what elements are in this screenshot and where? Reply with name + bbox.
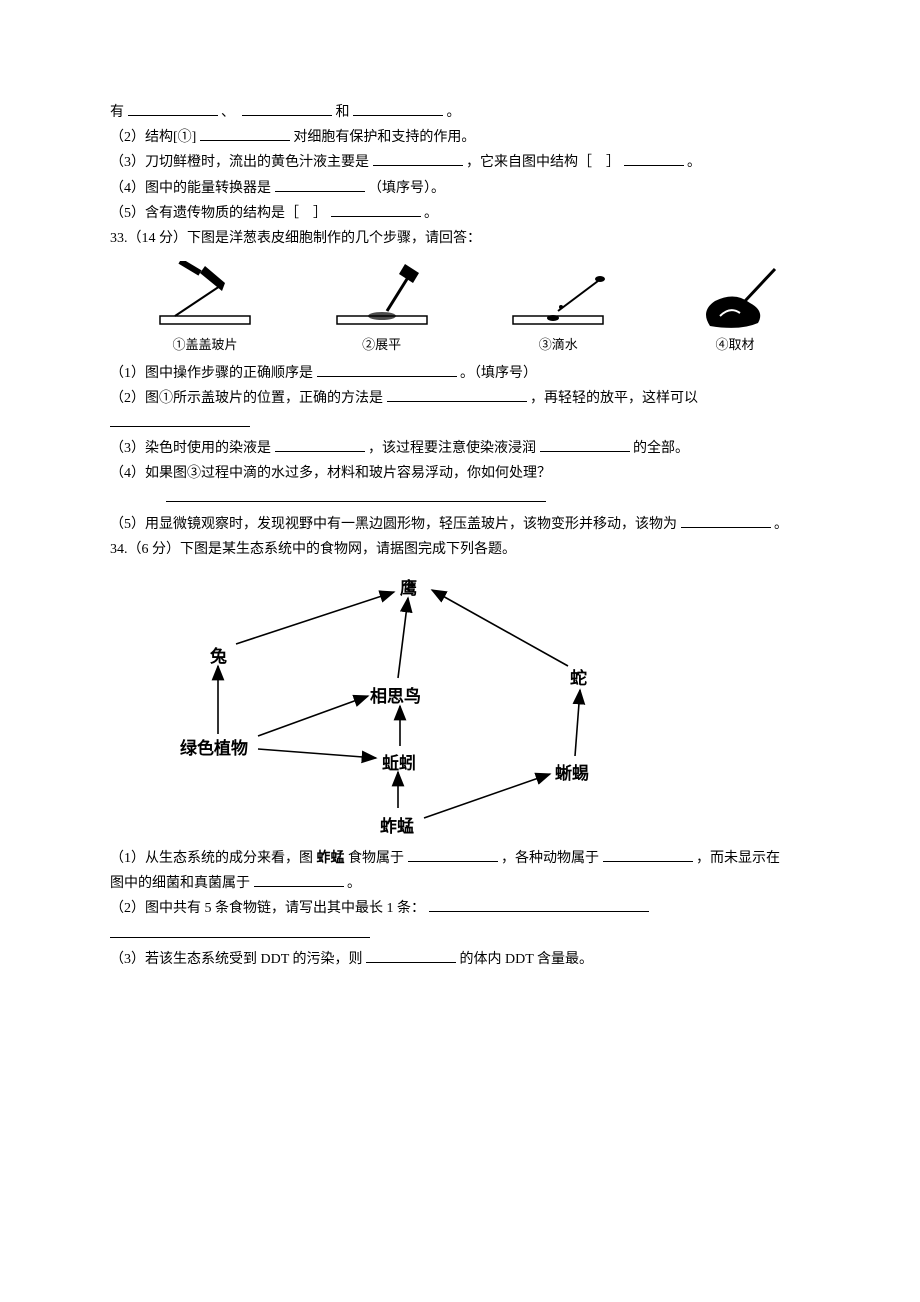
text: ，它来自图中结构［ ］ [466,155,620,170]
blank [540,437,630,452]
text: 。 [347,876,361,891]
q34-l2: （2）图中共有 5 条食物链，请写出其中最长 1 条： [110,896,830,921]
step-label: ①盖盖玻片 [172,333,237,356]
node-eagle: 鹰 [400,574,417,605]
text: 。 [447,105,461,120]
sample-icon [680,261,790,331]
q34-l3: （3）若该生态系统受到 DDT 的污染，则 的体内 DDT 含量最。 [110,947,830,972]
text: ，而未显示在 [696,851,780,866]
q34-l2-blank [110,922,830,947]
text: （2）图中共有 5 条食物链，请写出其中最长 1 条： [110,901,425,916]
q33-l4-blank [166,486,830,511]
drop-water-icon [503,261,613,331]
text: ，该过程要注意使染液浸润 [368,441,536,456]
foodweb-diagram: 鹰 兔 相思鸟 蛇 绿色植物 蚯蚓 蜥蜴 蚱蜢 [150,574,670,834]
step-label: ②展平 [362,333,401,356]
step-2: ②展平 [307,261,457,356]
q32-line1: 有 、 和 。 [110,100,830,125]
q32-line4: （4）图中的能量转换器是 （填序号）。 [110,176,830,201]
q32-line2: （2）结构[①] 对细胞有保护和支持的作用。 [110,125,830,150]
blank [254,872,344,887]
blank [166,487,546,502]
q32-line3: （3）刀切鲜橙时，流出的黄色汁液主要是 ，它来自图中结构［ ］ 。 [110,150,830,175]
node-snake: 蛇 [570,664,587,695]
node-grasshopper: 蚱蜢 [380,812,414,843]
cover-slip-icon [150,261,260,331]
text: （3）刀切鲜橙时，流出的黄色汁液主要是 [110,155,369,170]
text: 。（填序号） [460,366,537,381]
node-plant: 绿色植物 [180,734,248,765]
blank [110,923,370,938]
document-page: 有 、 和 。 （2）结构[①] 对细胞有保护和支持的作用。 （3）刀切鲜橙时，… [0,0,920,1302]
step-1: ①盖盖玻片 [130,261,280,356]
text: 食物属于 [348,851,404,866]
blank [373,151,463,166]
text: 的全部。 [633,441,689,456]
blank [624,151,684,166]
text: 和 [336,105,350,120]
text: （3）染色时使用的染液是 [110,441,271,456]
text: ，各种动物属于 [501,851,599,866]
text: ，再轻轻的放平，这样可以 [530,391,698,406]
text: （2）图①所示盖玻片的位置，正确的方法是 [110,391,383,406]
blank [408,847,498,862]
node-earthworm: 蚯蚓 [382,749,416,780]
blank [331,202,421,217]
blank [681,513,771,528]
node-rabbit: 兔 [210,642,227,673]
blank [200,126,290,141]
text: （5）含有遗传物质的结构是［ ］ [110,206,327,221]
text: （1）从生态系统的成分来看，图 [110,851,313,866]
text: 的体内 DDT 含量最。 [460,952,594,967]
text: （2）结构[①] [110,130,196,145]
q33-l4: （4）如果图③过程中滴的水过多，材料和玻片容易浮动，你如何处理？ [110,461,830,486]
blank [603,847,693,862]
inline-bold: 蚱蜢 [317,851,345,866]
q33-l5: （5）用显微镜观察时，发现视野中有一黑边圆形物，轻压盖玻片，该物变形并移动，该物… [110,512,830,537]
text: 、 [221,105,235,120]
text: 对细胞有保护和支持的作用。 [293,130,475,145]
text: 有 [110,105,124,120]
q33-l3: （3）染色时使用的染液是 ，该过程要注意使染液浸润 的全部。 [110,436,830,461]
q33-head: 33.（14 分）下图是洋葱表皮细胞制作的几个步骤，请回答： [110,226,830,251]
blank [353,101,443,116]
text: 。 [424,206,438,221]
blank [275,437,365,452]
text: （1）图中操作步骤的正确顺序是 [110,366,313,381]
q34-head: 34.（6 分）下图是某生态系统中的食物网，请据图完成下列各题。 [110,537,830,562]
flatten-icon [327,261,437,331]
step-label: ④取材 [715,333,754,356]
q34-l1: （1）从生态系统的成分来看，图 蚱蜢 食物属于 ，各种动物属于 ，而未显示在 [110,846,830,871]
node-xiangsiniao: 相思鸟 [370,682,421,713]
blank [387,387,527,402]
q34-l1d: 图中的细菌和真菌属于 。 [110,871,830,896]
text: （4）图中的能量转换器是 [110,181,271,196]
step-label: ③滴水 [539,333,578,356]
step-4: ④取材 [660,261,810,356]
q32-line5: （5）含有遗传物质的结构是［ ］ 。 [110,201,830,226]
blank [275,177,365,192]
blank [242,101,332,116]
q33-l1: （1）图中操作步骤的正确顺序是 。（填序号） [110,361,830,386]
text: （5）用显微镜观察时，发现视野中有一黑边圆形物，轻压盖玻片，该物变形并移动，该物… [110,517,677,532]
blank [366,948,456,963]
text: 图中的细菌和真菌属于 [110,876,250,891]
blank [110,412,250,427]
blank [317,362,457,377]
step-3: ③滴水 [483,261,633,356]
text: 。 [687,155,701,170]
blank [128,101,218,116]
text: 。 [774,517,788,532]
text: （3）若该生态系统受到 DDT 的污染，则 [110,952,363,967]
q33-steps-row: ①盖盖玻片 ②展平 ③滴水 [130,261,810,356]
text: （填序号）。 [368,181,445,196]
blank [429,897,649,912]
node-lizard: 蜥蜴 [555,759,589,790]
q33-l2: （2）图①所示盖玻片的位置，正确的方法是 ，再轻轻的放平，这样可以 [110,386,830,436]
